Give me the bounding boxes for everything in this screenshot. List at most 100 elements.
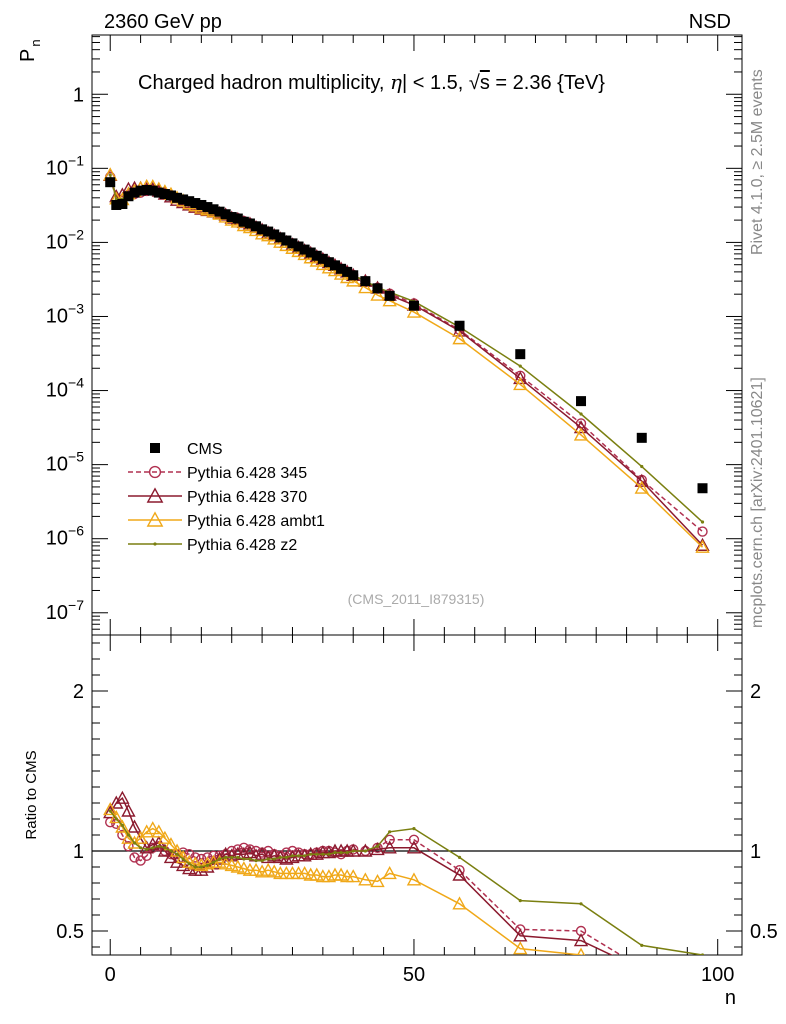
data-point-ratio bbox=[132, 841, 137, 845]
cms-point bbox=[323, 257, 334, 268]
data-point-ratio bbox=[513, 928, 528, 942]
header-right: NSD bbox=[689, 11, 731, 33]
x-tick-label: 100 bbox=[701, 964, 734, 986]
data-point-ratio bbox=[248, 862, 264, 876]
data-point-ratio bbox=[267, 864, 282, 878]
data-point-ratio bbox=[151, 824, 167, 838]
cms-point bbox=[153, 187, 164, 198]
data-point-ratio bbox=[188, 856, 203, 870]
data-point-ratio bbox=[412, 827, 416, 831]
cms-point bbox=[196, 199, 207, 210]
cms-point bbox=[384, 290, 395, 301]
data-point-ratio bbox=[157, 844, 161, 848]
legend-marker bbox=[153, 542, 157, 546]
data-point-ratio bbox=[363, 849, 367, 853]
data-point-ratio bbox=[278, 855, 282, 860]
cms-point bbox=[576, 396, 587, 407]
series-line-ratio bbox=[109, 797, 614, 955]
cms-point bbox=[178, 194, 189, 205]
data-point-top bbox=[513, 370, 528, 385]
cms-point bbox=[348, 270, 359, 281]
ratio-series-group bbox=[103, 790, 705, 974]
x-tick-label: 50 bbox=[403, 964, 425, 986]
data-point-ratio bbox=[254, 864, 270, 878]
data-point-ratio bbox=[242, 857, 246, 861]
cms-point bbox=[141, 184, 152, 195]
cms-point bbox=[172, 192, 183, 203]
data-point-ratio bbox=[573, 933, 589, 947]
data-point-top bbox=[406, 304, 422, 318]
data-point-ratio bbox=[194, 857, 209, 872]
legend-marker bbox=[146, 487, 164, 503]
data-point-ratio bbox=[109, 809, 124, 824]
data-point-top bbox=[579, 412, 583, 416]
cms-point bbox=[123, 191, 134, 202]
data-point-ratio bbox=[187, 862, 191, 866]
data-point-ratio bbox=[452, 867, 467, 881]
data-point-ratio bbox=[333, 851, 337, 855]
data-point-ratio bbox=[126, 833, 131, 837]
data-point-ratio bbox=[175, 852, 179, 856]
cms-point bbox=[214, 206, 225, 217]
data-point-ratio bbox=[181, 857, 185, 861]
y-tick-label-ratio-right: 0.5 bbox=[750, 921, 778, 943]
cms-point bbox=[257, 224, 268, 235]
cms-point bbox=[226, 212, 237, 223]
cms-point bbox=[238, 216, 249, 227]
data-point-top bbox=[573, 427, 589, 441]
y-tick-label-ratio: 0.5 bbox=[56, 921, 84, 943]
cms-point bbox=[317, 253, 328, 264]
cms-point bbox=[329, 260, 340, 271]
data-point-ratio bbox=[370, 873, 385, 888]
cms-point bbox=[220, 209, 231, 220]
y-tick-label-top: 10−4 bbox=[46, 375, 84, 402]
data-point-ratio bbox=[230, 859, 245, 873]
cms-point bbox=[244, 218, 255, 229]
data-point-ratio bbox=[236, 861, 252, 875]
data-point-ratio bbox=[339, 851, 343, 855]
data-point-ratio bbox=[579, 902, 583, 906]
cms-point bbox=[208, 204, 219, 215]
data-point-ratio bbox=[375, 844, 380, 848]
cms-point bbox=[293, 241, 304, 252]
cms-point bbox=[454, 320, 465, 331]
data-point-ratio bbox=[139, 824, 154, 838]
analysis-watermark: (CMS_2011_I879315) bbox=[348, 591, 485, 607]
y-tick-label-top: 10−7 bbox=[46, 597, 84, 624]
data-point-ratio bbox=[382, 840, 397, 854]
data-point-ratio bbox=[457, 855, 462, 860]
data-point-ratio bbox=[129, 852, 140, 863]
data-point-ratio bbox=[230, 855, 234, 860]
data-point-top bbox=[697, 526, 708, 537]
cms-point bbox=[408, 300, 419, 311]
data-point-ratio bbox=[145, 837, 160, 851]
data-point-top bbox=[452, 331, 467, 345]
y-tick-label-top: 10−6 bbox=[46, 523, 84, 550]
data-point-ratio bbox=[260, 859, 264, 863]
data-point-ratio bbox=[115, 790, 130, 804]
data-point-top bbox=[634, 480, 649, 494]
series-line-ratio bbox=[110, 821, 623, 955]
data-point-ratio bbox=[141, 850, 152, 861]
data-point-ratio bbox=[321, 869, 337, 883]
data-point-ratio bbox=[244, 844, 256, 855]
data-point-top bbox=[640, 464, 644, 469]
data-point-ratio bbox=[384, 834, 395, 845]
data-point-ratio bbox=[121, 803, 136, 817]
y-tick-label-ratio: 2 bbox=[73, 681, 84, 703]
cms-point bbox=[251, 221, 262, 232]
data-point-ratio bbox=[513, 941, 528, 955]
data-point-top bbox=[370, 287, 385, 301]
ratio-panel-frame bbox=[91, 634, 743, 956]
data-point-ratio bbox=[515, 924, 526, 935]
data-point-ratio bbox=[127, 819, 142, 833]
data-point-ratio bbox=[309, 852, 313, 856]
data-point-ratio bbox=[636, 963, 648, 974]
series-line-ratio bbox=[109, 808, 584, 955]
data-point-ratio bbox=[224, 855, 228, 860]
data-point-ratio bbox=[518, 899, 522, 903]
data-point-ratio bbox=[406, 840, 422, 854]
data-point-ratio bbox=[157, 843, 173, 857]
data-point-ratio bbox=[163, 846, 167, 850]
data-point-ratio bbox=[260, 862, 276, 876]
